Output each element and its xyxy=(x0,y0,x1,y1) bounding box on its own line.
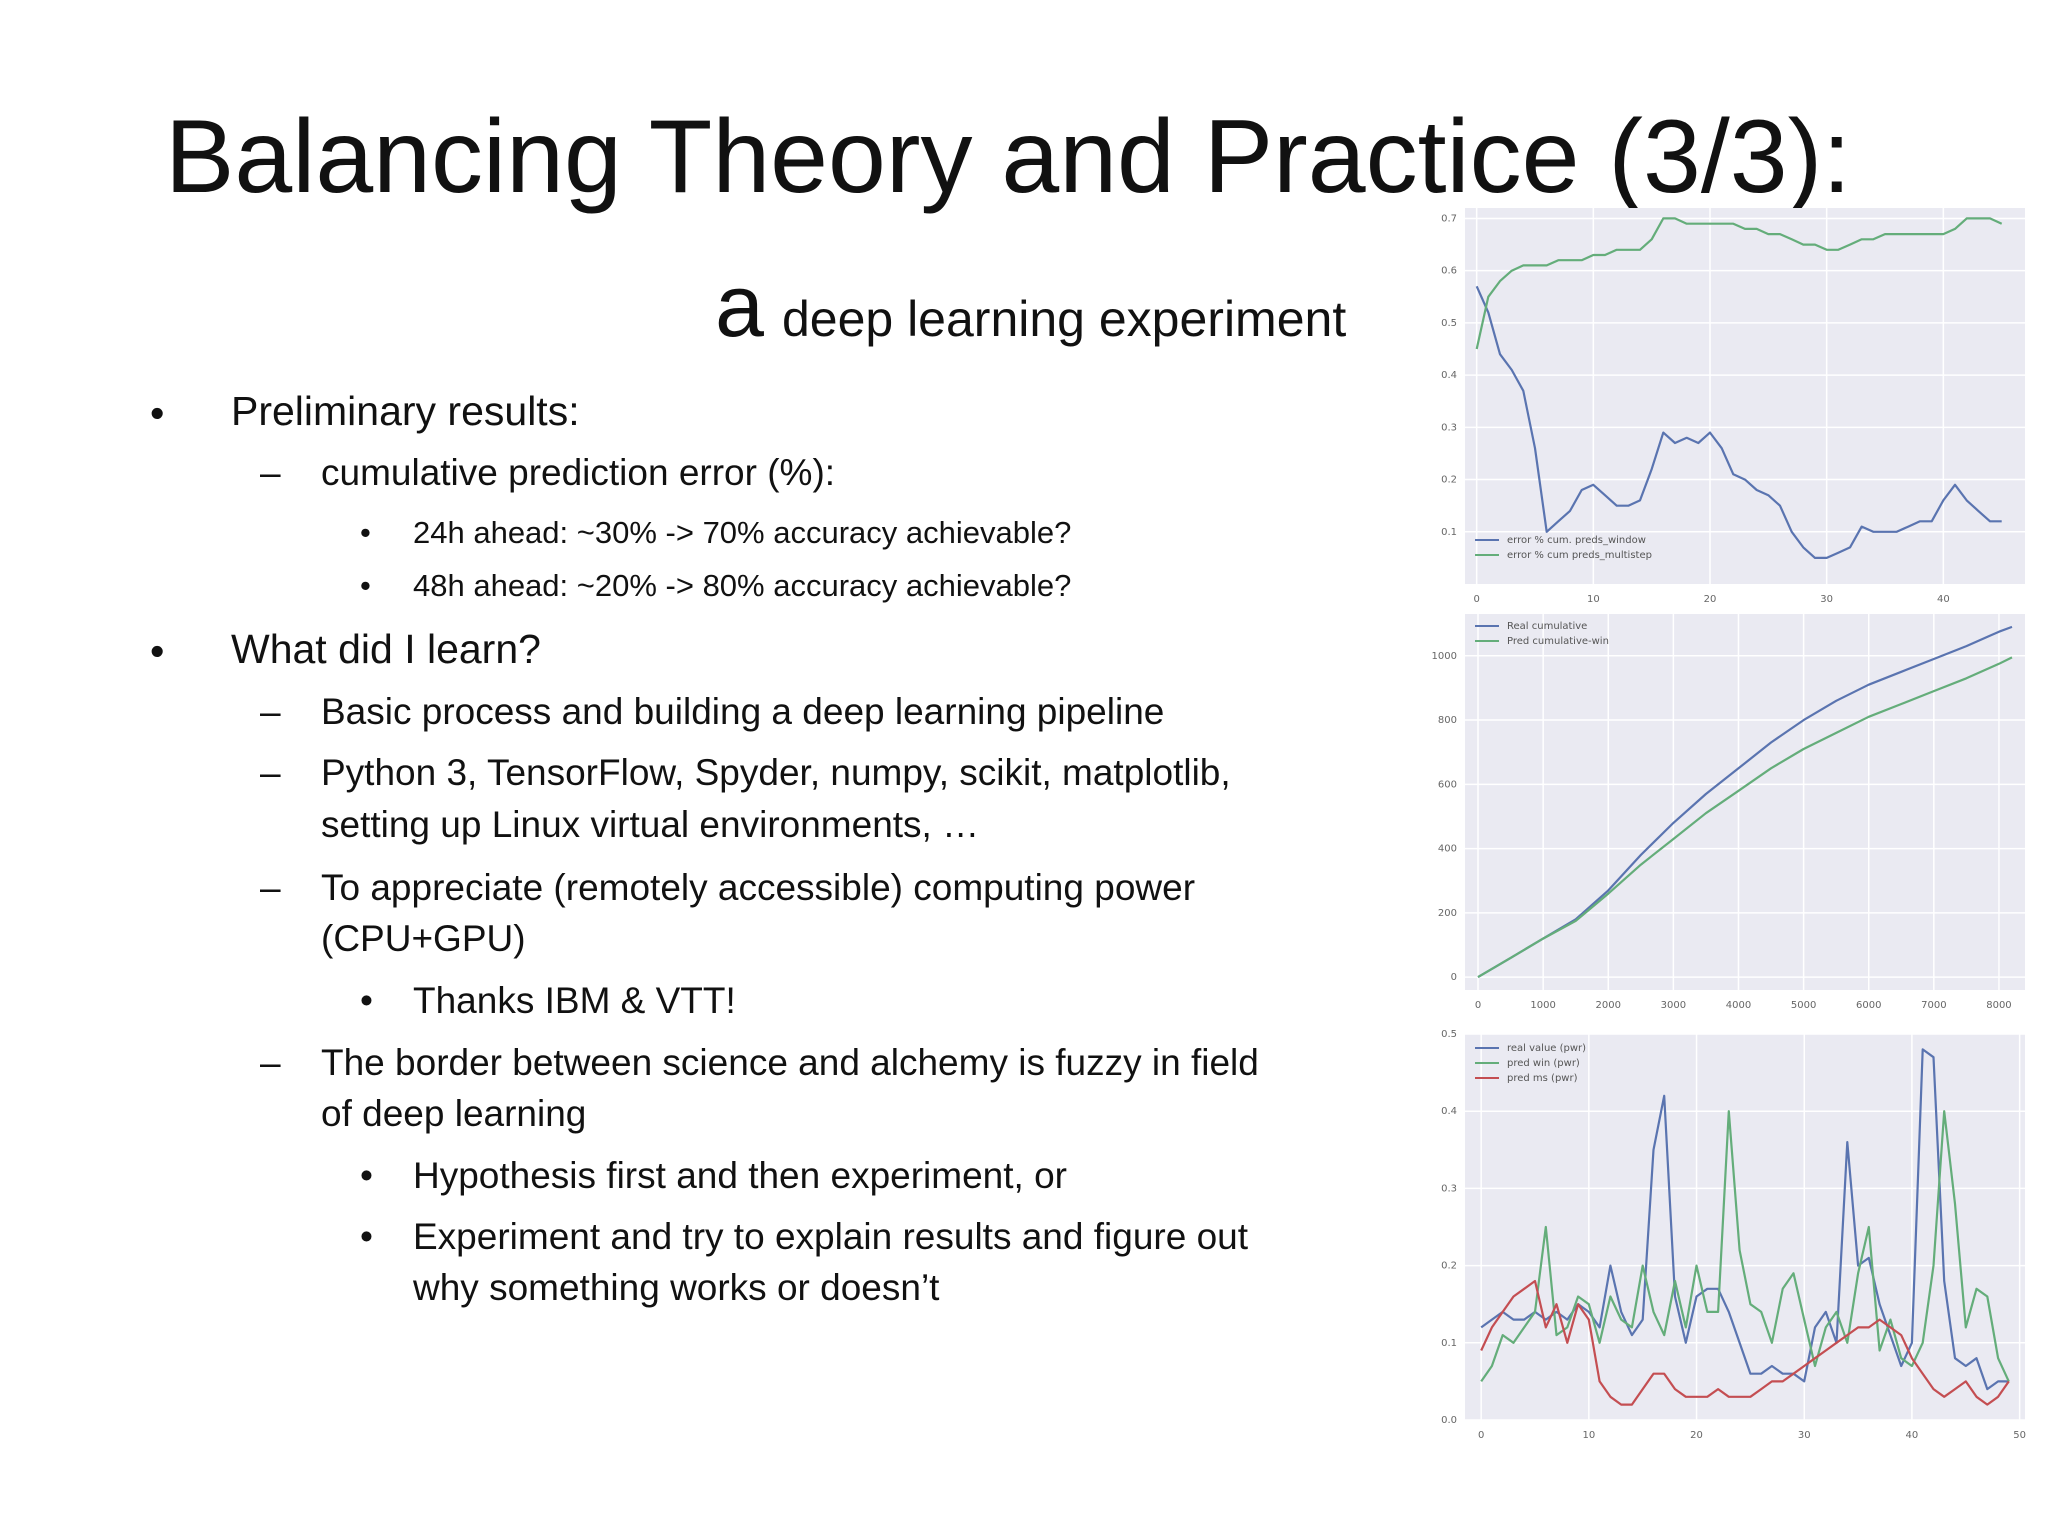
series-line xyxy=(1475,217,2003,350)
x-tick-label: 1000 xyxy=(1530,1000,1555,1011)
x-tick-label: 0 xyxy=(1473,594,1479,605)
series-line xyxy=(1477,656,2013,979)
slide-subtitle: a deep learning experiment xyxy=(715,255,1346,357)
dash-marker: – xyxy=(260,752,281,793)
y-tick-label: 0.3 xyxy=(1441,422,1457,433)
x-tick-label: 8000 xyxy=(1986,1000,2011,1011)
x-tick-label: 2000 xyxy=(1596,1000,1621,1011)
dash-marker: – xyxy=(260,1042,281,1083)
y-tick-label: 0.0 xyxy=(1441,1415,1457,1426)
x-tick-label: 20 xyxy=(1704,594,1717,605)
y-tick-label: 0.7 xyxy=(1441,213,1457,224)
bullet-marker: • xyxy=(360,515,371,550)
series-line xyxy=(1477,625,2013,979)
bullet-experiment-line1: Experiment and try to explain results an… xyxy=(413,1216,1249,1257)
y-tick-label: 0.4 xyxy=(1441,370,1457,381)
bullet-marker: • xyxy=(150,390,165,436)
y-tick-label: 0.6 xyxy=(1441,266,1457,277)
dash-marker: – xyxy=(260,452,281,493)
y-tick-label: 0.1 xyxy=(1441,1338,1457,1349)
legend-entry: Real cumulative xyxy=(1507,621,1587,632)
x-tick-label: 5000 xyxy=(1791,1000,1816,1011)
bullet-computing-line1: To appreciate (remotely accessible) comp… xyxy=(321,867,1196,908)
x-tick-label: 50 xyxy=(2013,1430,2026,1441)
x-tick-label: 30 xyxy=(1820,594,1833,605)
x-tick-label: 20 xyxy=(1690,1430,1703,1441)
x-tick-label: 30 xyxy=(1798,1430,1811,1441)
x-tick-label: 40 xyxy=(1937,594,1950,605)
bullet-computing-line2: (CPU+GPU) xyxy=(321,918,526,959)
chart-prediction-error: 0 10 20 30 40 0.1 0.2 0.3 0.4 0.5 0.6 0.7 error % cu… xyxy=(1441,208,2025,605)
y-tick-label: 0.2 xyxy=(1441,475,1457,486)
y-tick-label: 600 xyxy=(1438,779,1457,790)
bullet-border-line1: The border between science and alchemy i… xyxy=(321,1042,1259,1083)
x-tick-label: 40 xyxy=(1906,1430,1919,1441)
bullet-border-line2: of deep learning xyxy=(321,1093,587,1134)
legend-entry: pred win (pwr) xyxy=(1507,1058,1580,1069)
bullet-python-line1: Python 3, TensorFlow, Spyder, numpy, sci… xyxy=(321,752,1231,793)
slide-title: Balancing Theory and Practice (3/3): xyxy=(165,99,1852,215)
x-tick-label: 0 xyxy=(1475,1000,1481,1011)
legend-entry: pred ms (pwr) xyxy=(1507,1073,1578,1084)
legend-entry: real value (pwr) xyxy=(1507,1043,1586,1054)
bullet-marker: • xyxy=(360,1155,373,1196)
y-tick-label: 0.5 xyxy=(1441,1029,1457,1040)
bullet-preliminary-results: Preliminary results: xyxy=(231,388,580,434)
legend-entry: error % cum preds_multistep xyxy=(1507,550,1652,561)
dash-marker: – xyxy=(260,867,281,908)
y-tick-label: 0.3 xyxy=(1441,1183,1457,1194)
legend-entry: error % cum. preds_window xyxy=(1507,535,1646,546)
x-tick-label: 3000 xyxy=(1661,1000,1686,1011)
subtitle-text: deep learning experiment xyxy=(781,291,1347,347)
y-tick-label: 800 xyxy=(1438,715,1457,726)
bullet-marker: • xyxy=(150,628,165,674)
y-tick-label: 400 xyxy=(1438,844,1457,855)
y-tick-label: 0.4 xyxy=(1441,1106,1457,1117)
chart-power-values: 0 10 20 30 40 50 0.0 0.1 0.2 0.3 0.4 0.5 real value … xyxy=(1441,1029,2026,1441)
series-line xyxy=(1475,285,2002,559)
bullet-marker: • xyxy=(360,980,373,1021)
bullet-marker: • xyxy=(360,568,371,603)
bullet-marker: • xyxy=(360,1216,373,1257)
y-tick-label: 0 xyxy=(1451,972,1457,983)
x-tick-label: 4000 xyxy=(1726,1000,1751,1011)
x-tick-label: 7000 xyxy=(1921,1000,1946,1011)
bullet-hypothesis: Hypothesis first and then experiment, or xyxy=(413,1155,1067,1196)
chart-cumulative: 0 1000 2000 3000 4000 5000 6000 7000 8000 0 200 400… xyxy=(1432,614,2025,1011)
subtitle-big-letter: a xyxy=(715,256,764,355)
x-tick-label: 0 xyxy=(1478,1430,1484,1441)
x-tick-label: 6000 xyxy=(1856,1000,1881,1011)
y-tick-label: 0.1 xyxy=(1441,527,1457,538)
y-tick-label: 0.5 xyxy=(1441,318,1457,329)
bullet-experiment-line2: why something works or doesn’t xyxy=(413,1267,940,1308)
legend-entry: Pred cumulative-win xyxy=(1507,636,1609,647)
bullet-what-did-i-learn: What did I learn? xyxy=(231,626,541,672)
x-tick-label: 10 xyxy=(1582,1430,1595,1441)
bullet-24h: 24h ahead: ~30% -> 70% accuracy achievab… xyxy=(413,515,1072,550)
series-line xyxy=(1480,1110,2010,1383)
y-tick-label: 0.2 xyxy=(1441,1261,1457,1272)
series-line xyxy=(1480,1048,2009,1391)
bullet-48h: 48h ahead: ~20% -> 80% accuracy achievab… xyxy=(413,568,1072,603)
bullet-basic-process: Basic process and building a deep learni… xyxy=(321,691,1165,732)
plot-area xyxy=(1465,614,2025,990)
dash-marker: – xyxy=(260,691,281,732)
bullet-thanks: Thanks IBM & VTT! xyxy=(413,980,736,1021)
y-tick-label: 200 xyxy=(1438,908,1457,919)
bullet-cumulative-error: cumulative prediction error (%): xyxy=(321,452,836,493)
series-line xyxy=(1480,1279,2010,1406)
x-tick-label: 10 xyxy=(1587,594,1600,605)
bullet-python-line2: setting up Linux virtual environments, … xyxy=(321,804,980,845)
y-tick-label: 1000 xyxy=(1432,651,1457,662)
